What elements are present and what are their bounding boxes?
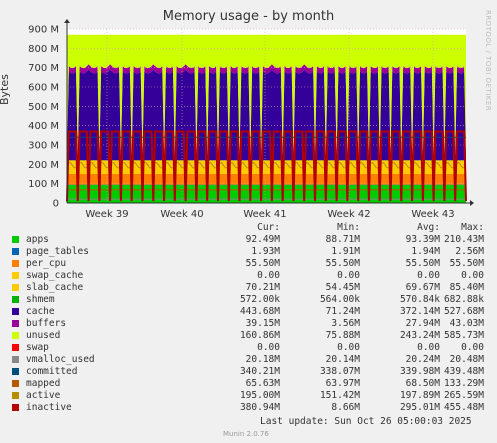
x-tick-label: Week 43 <box>411 209 454 220</box>
munin-version: Munin 2.0.76 <box>223 430 269 438</box>
y-tick-label: 100 M <box>28 179 59 190</box>
y-tick-label: 300 M <box>28 141 59 152</box>
x-tick-label: Week 41 <box>243 209 286 220</box>
chart-title: Memory usage - by month <box>162 9 335 24</box>
area-unused <box>67 34 466 152</box>
area-apps <box>67 185 466 203</box>
line-inactive <box>66 130 467 202</box>
y-tick-label: 200 M <box>28 160 59 171</box>
x-axis-arrow <box>470 200 474 206</box>
y-tick-label: 400 M <box>28 121 59 132</box>
x-tick-label: Week 39 <box>85 209 128 220</box>
y-tick-label: 0 <box>53 199 59 210</box>
x-tick-label: Week 42 <box>327 209 370 220</box>
area-slab-cache <box>67 160 466 174</box>
area-cache <box>67 69 466 161</box>
rrdtool-credit: RRDTOOL / TOBI OETIKER <box>484 10 492 112</box>
y-axis-arrow <box>64 19 70 23</box>
x-tick-label: Week 40 <box>160 209 203 220</box>
y-tick-label: 700 M <box>28 63 59 74</box>
y-tick-label: 900 M <box>28 25 59 36</box>
y-tick-label: 800 M <box>28 44 59 55</box>
y-tick-label: 600 M <box>28 83 59 94</box>
area-per-cpu <box>67 174 466 185</box>
last-update: Last update: Sun Oct 26 05:00:03 2025 <box>260 416 472 427</box>
y-tick-label: 500 M <box>28 102 59 113</box>
